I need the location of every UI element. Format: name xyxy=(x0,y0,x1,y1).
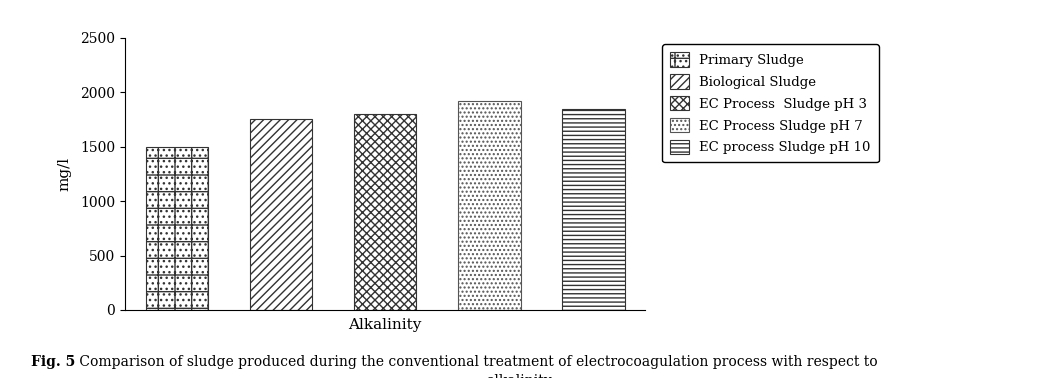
Text: alkalinity.: alkalinity. xyxy=(486,374,555,378)
Bar xyxy=(354,114,416,310)
Text: Comparison of sludge produced during the conventional treatment of electrocoagul: Comparison of sludge produced during the… xyxy=(75,355,878,369)
Y-axis label: mg/l: mg/l xyxy=(57,157,72,191)
Bar xyxy=(562,108,625,310)
Bar xyxy=(458,101,520,310)
Bar xyxy=(146,147,208,310)
X-axis label: Alkalinity: Alkalinity xyxy=(349,318,422,332)
Bar xyxy=(250,119,312,310)
Legend: Primary Sludge, Biological Sludge, EC Process  Sludge pH 3, EC Process Sludge pH: Primary Sludge, Biological Sludge, EC Pr… xyxy=(662,44,879,162)
Text: Fig. 5: Fig. 5 xyxy=(31,355,76,369)
